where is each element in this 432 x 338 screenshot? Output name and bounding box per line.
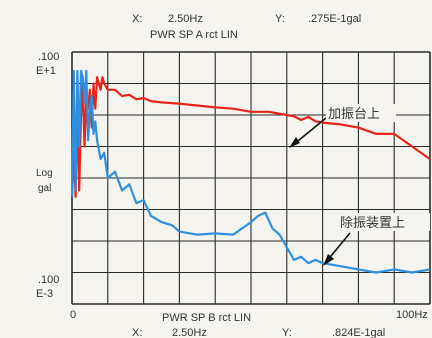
annotation-label-bg-shaking-table xyxy=(326,104,396,122)
annotation-label-bg-isolator xyxy=(338,213,430,231)
cursor-bottom-x-value: 2.50Hz xyxy=(172,327,207,338)
cursor-bottom-y-label: Y: xyxy=(282,327,292,338)
xtick-left: 0 xyxy=(70,309,76,321)
chart-title-bottom: PWR SP B rct LIN xyxy=(162,312,251,324)
annotation-shaking-table: 加振台上 xyxy=(289,104,396,148)
ylabel-line1: Log xyxy=(36,168,53,179)
plot-grid xyxy=(71,51,431,305)
series-layer xyxy=(70,69,431,274)
ylabel-line2: gal xyxy=(38,183,51,194)
ytick-top-line2: E+1 xyxy=(36,65,56,77)
cursor-bottom-y-value: .824E-1gal xyxy=(332,327,385,338)
ytick-bottom-line2: E-3 xyxy=(36,288,53,300)
cursor-top-y-label: Y: xyxy=(275,13,285,25)
cursor-top-x-value: 2.50Hz xyxy=(168,13,203,25)
cursor-bottom-x-label: X: xyxy=(132,327,142,338)
annotation-arrowhead-shaking-table xyxy=(289,137,300,148)
annotation-isolator: 除振装置上 xyxy=(323,213,430,266)
annotation-arrow-shaking-table xyxy=(292,117,327,146)
chart-title-top: PWR SP A rct LIN xyxy=(150,29,238,41)
ytick-top-line1: .100 xyxy=(38,51,59,63)
annotation-label-shaking-table: 加振台上 xyxy=(328,106,380,121)
annotation-arrowhead-isolator xyxy=(323,254,334,266)
xtick-right: 100Hz xyxy=(396,309,428,321)
annotation-label-isolator: 除振装置上 xyxy=(340,215,405,230)
cursor-top-y-value: .275E-1gal xyxy=(308,13,361,25)
series-line-0 xyxy=(70,76,431,198)
series-line-1 xyxy=(70,69,431,274)
cursor-top-x-label: X: xyxy=(132,13,142,25)
ytick-bottom-line1: .100 xyxy=(38,274,59,286)
